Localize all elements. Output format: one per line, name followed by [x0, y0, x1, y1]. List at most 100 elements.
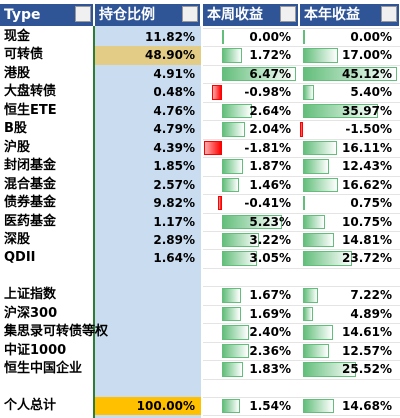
row-line — [203, 120, 400, 122]
year-cell: 14.68% — [342, 399, 392, 413]
year-cell: 25.52% — [342, 362, 392, 377]
type-cell: 个人总计 — [4, 398, 57, 413]
data-bar — [222, 214, 282, 229]
row-line — [203, 175, 400, 177]
column-header: 本周收益 — [203, 4, 299, 26]
row-line — [203, 415, 400, 417]
year-cell: -1.50% — [345, 122, 392, 137]
week-cell: 1.87% — [249, 159, 291, 174]
week-cell: 1.83% — [249, 362, 291, 377]
data-bar — [303, 140, 337, 156]
year-cell: 17.00% — [342, 48, 392, 63]
week-cell: 3.22% — [249, 232, 291, 247]
type-cell: 封闭基金 — [4, 158, 57, 174]
data-bar — [222, 362, 243, 377]
week-cell: 1.46% — [249, 177, 291, 192]
year-cell: 14.81% — [342, 232, 392, 247]
data-bar — [303, 66, 397, 82]
data-bar — [303, 232, 334, 248]
ratio-cell: 1.64% — [153, 251, 195, 266]
year-cell: 4.89% — [350, 306, 392, 321]
row-line — [203, 46, 400, 48]
week-cell: -0.98% — [244, 85, 291, 100]
type-cell: 集思录可转债等权 — [4, 324, 109, 340]
row-line — [203, 157, 400, 159]
data-bar — [222, 159, 244, 174]
data-bar-negative — [217, 196, 222, 211]
ratio-cell: 4.79% — [153, 122, 195, 137]
year-cell: 23.72% — [342, 251, 392, 266]
filter-button[interactable] — [280, 6, 296, 22]
filter-button[interactable] — [381, 6, 397, 22]
data-bar — [303, 288, 319, 303]
data-bar — [303, 399, 334, 414]
data-bar — [222, 30, 224, 45]
type-cell: 混合基金 — [4, 176, 57, 192]
data-bar — [222, 343, 249, 359]
data-bar — [222, 122, 246, 137]
ratio-cell: 100.00% — [136, 399, 195, 413]
data-bar-negative — [212, 85, 222, 100]
data-bar — [222, 251, 257, 266]
filter-button[interactable] — [182, 6, 198, 22]
week-cell: -1.81% — [244, 140, 291, 155]
data-bar — [303, 306, 314, 322]
ratio-highlight — [95, 46, 201, 65]
week-cell: 1.69% — [249, 306, 291, 321]
ratio-cell: 2.57% — [153, 177, 195, 192]
ratio-cell: 4.76% — [153, 103, 195, 118]
week-cell: 0.00% — [249, 30, 291, 44]
data-bar — [222, 306, 242, 322]
ratio-cell: 1.85% — [153, 159, 195, 174]
data-bar — [303, 103, 378, 119]
week-cell: 1.54% — [249, 399, 291, 413]
year-cell: 14.61% — [342, 325, 392, 340]
data-bar — [222, 66, 296, 82]
data-bar — [303, 177, 338, 193]
year-cell: 35.97% — [342, 103, 392, 118]
ratio-cell: 2.89% — [153, 232, 195, 247]
ratio-cell: 4.91% — [153, 66, 195, 81]
row-line — [203, 212, 400, 214]
type-cell: 深股 — [4, 231, 31, 247]
row-line — [203, 267, 400, 269]
year-cell: 12.43% — [342, 159, 392, 174]
column-header: 持仓比例 — [95, 4, 201, 26]
row-line — [203, 83, 400, 85]
year-cell: 0.00% — [350, 30, 392, 44]
data-bar — [303, 48, 339, 63]
row-line — [203, 360, 400, 362]
data-bar — [303, 325, 334, 340]
row-line — [203, 304, 400, 306]
type-cell: 恒生ETE — [4, 102, 57, 118]
type-border — [93, 26, 95, 418]
type-cell: 医药基金 — [4, 213, 57, 229]
week-cell: 5.23% — [249, 214, 291, 229]
year-cell: 10.75% — [342, 214, 392, 229]
data-bar — [222, 232, 259, 248]
data-bar — [303, 214, 326, 229]
row-line — [203, 194, 400, 196]
type-cell: 沪深300 — [4, 305, 58, 321]
column-header: Type — [0, 4, 94, 26]
ratio-cell: 48.90% — [145, 48, 195, 63]
year-cell: 16.62% — [342, 177, 392, 192]
row-line — [203, 230, 400, 232]
column-header: 本年收益 — [300, 4, 400, 26]
data-bar — [222, 288, 242, 303]
row-line — [203, 341, 400, 343]
type-cell: 恒生中国企业 — [4, 361, 83, 377]
type-cell: B股 — [4, 121, 27, 137]
data-bar-negative — [204, 140, 222, 156]
filter-button[interactable] — [75, 6, 91, 22]
data-bar — [303, 196, 305, 211]
year-cell: 45.12% — [342, 66, 392, 81]
data-bar — [303, 85, 315, 100]
year-cell: 5.40% — [350, 85, 392, 100]
week-cell: 2.04% — [249, 122, 291, 137]
year-cell: 12.57% — [342, 343, 392, 358]
week-cell: 2.64% — [249, 103, 291, 118]
data-bar — [303, 30, 305, 45]
type-cell: 港股 — [4, 65, 31, 81]
